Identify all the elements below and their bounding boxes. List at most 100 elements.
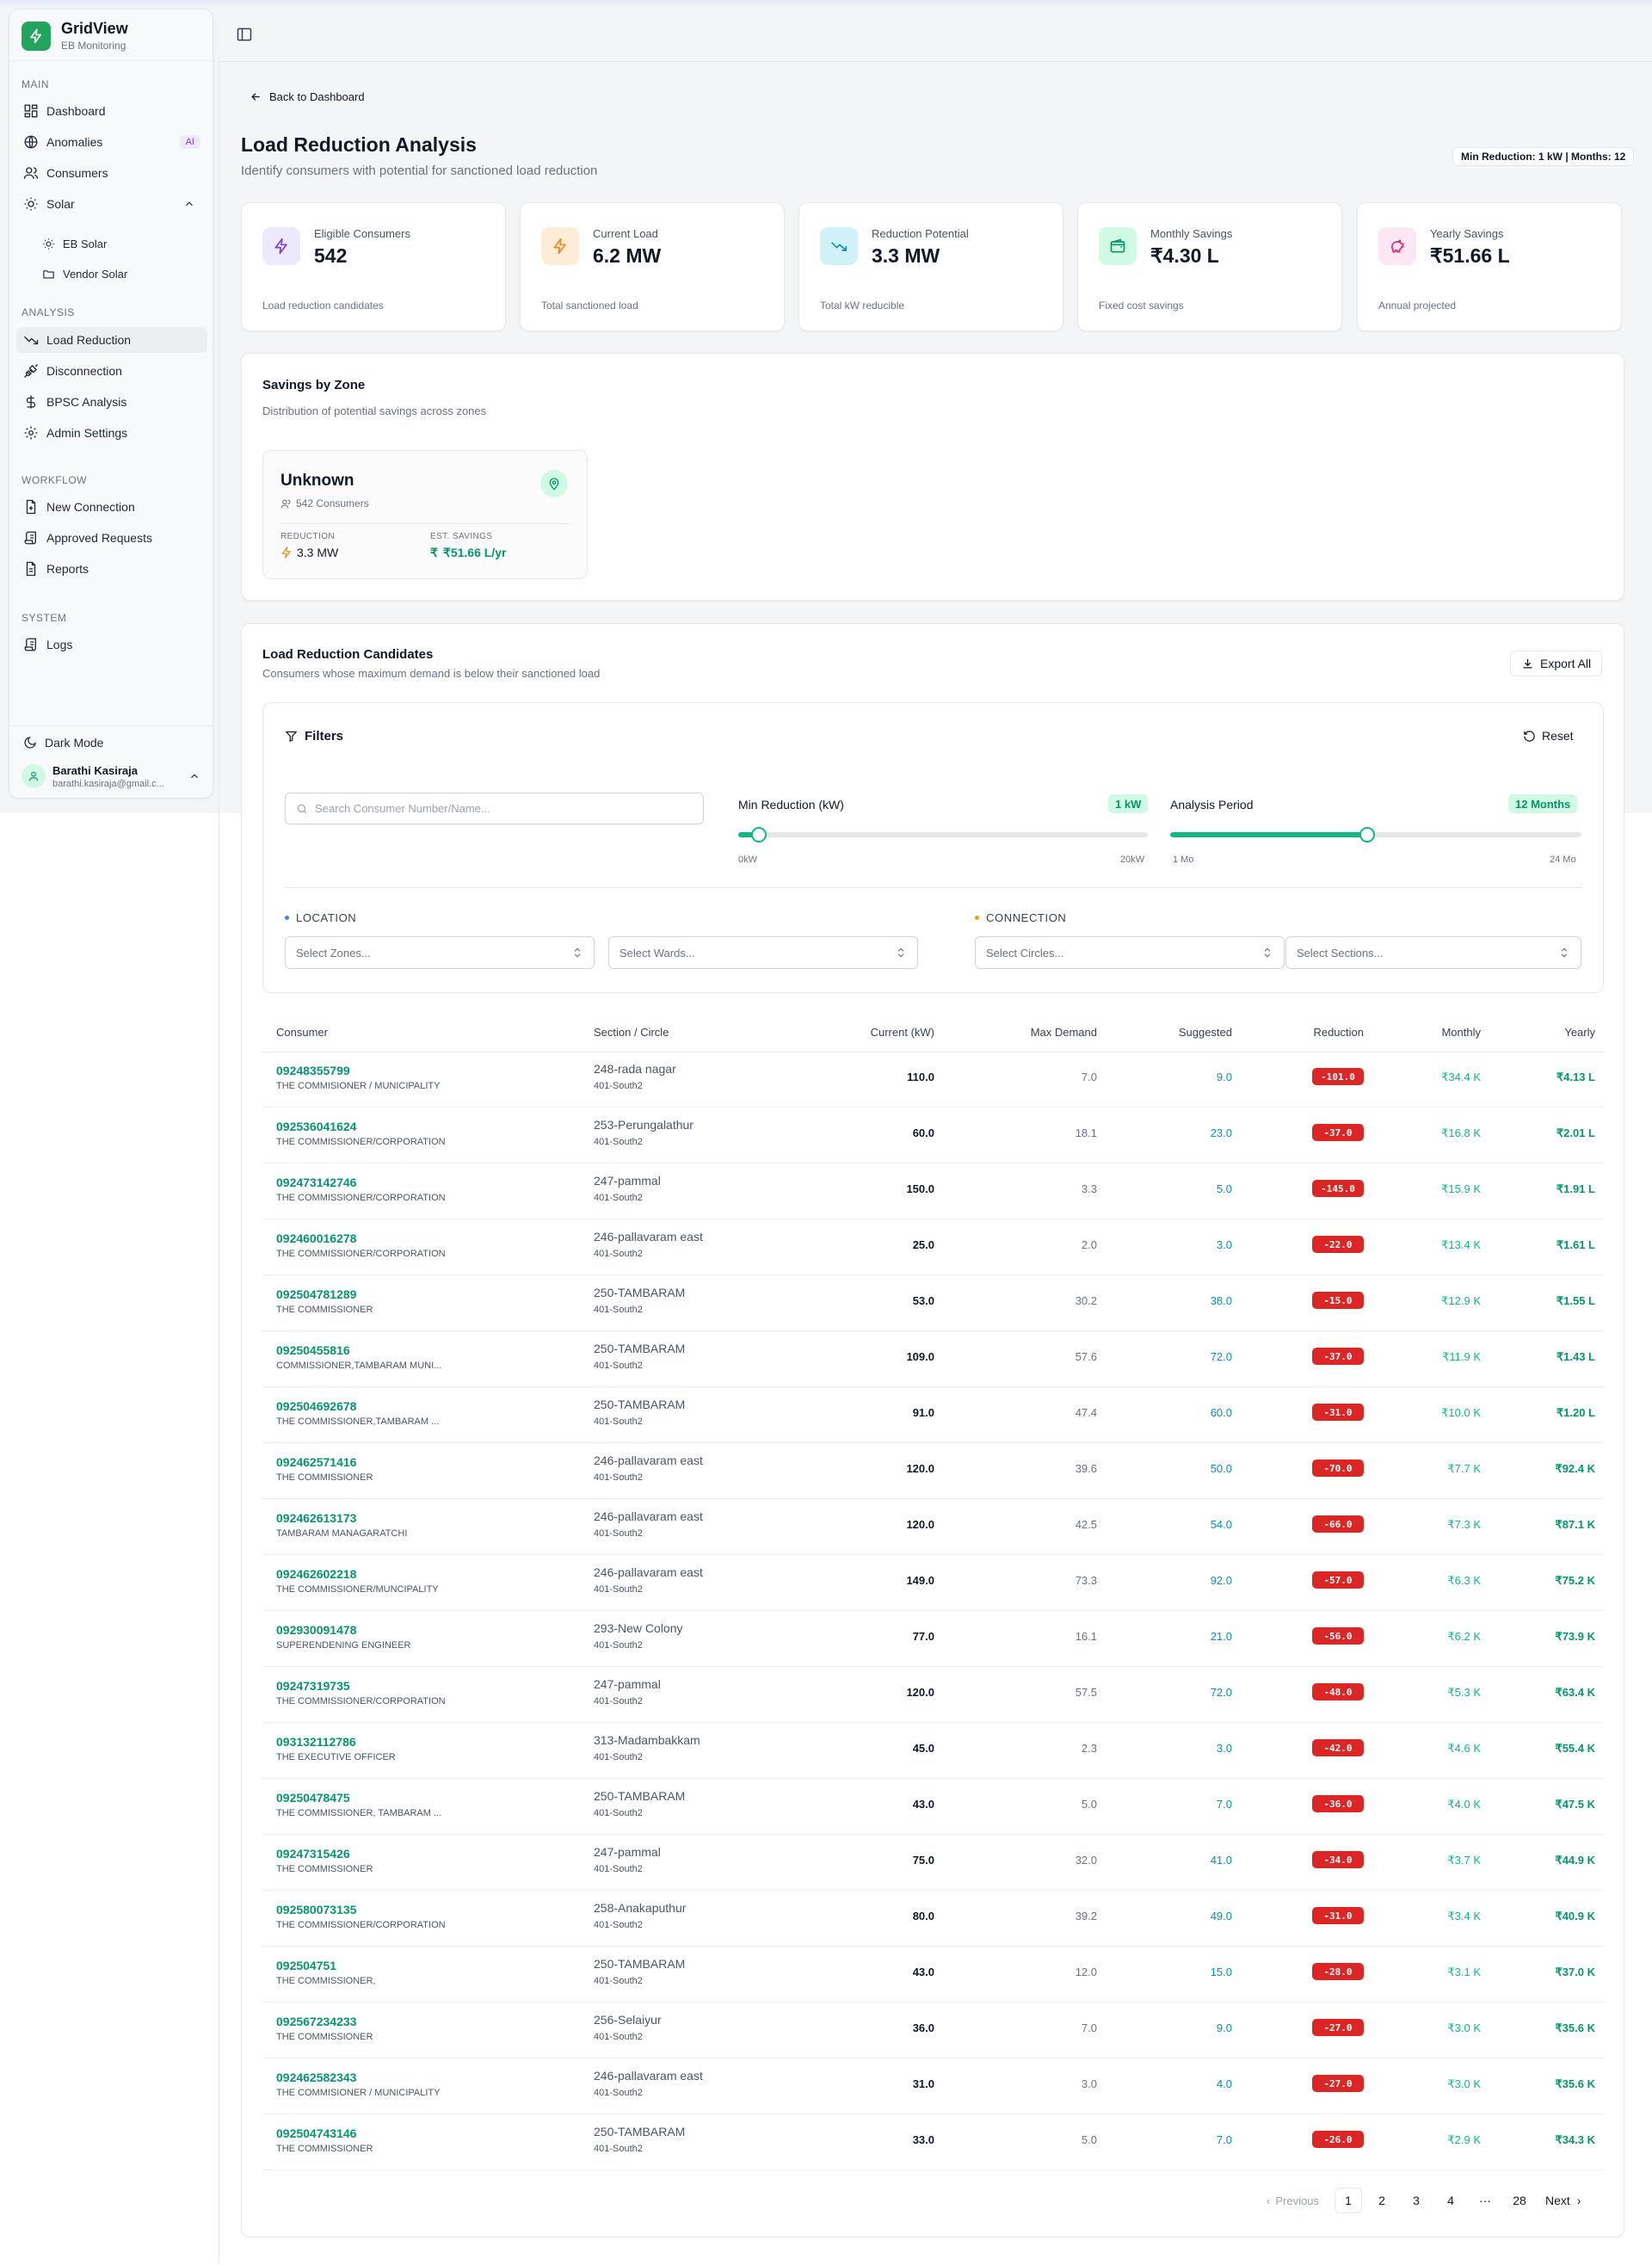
sidebar-item-vendor-solar[interactable]: Vendor Solar [35,261,207,287]
consumer-number-link[interactable]: 092462582343 [276,2071,357,2084]
column-header-max-demand[interactable]: Max Demand [1030,1026,1097,1039]
column-header-section[interactable]: Section / Circle [594,1026,669,1039]
column-header-yearly[interactable]: Yearly [1564,1026,1595,1039]
table-row[interactable]: 092536041624 THE COMMISSIONER/CORPORATION… [262,1108,1604,1163]
zone-card[interactable]: Unknown 542 Consumers REDUCTION 3.3 MW E… [262,450,588,579]
sidebar-item-approved-requests[interactable]: Approved Requests [16,525,207,551]
consumer-number-link[interactable]: 09247315426 [276,1847,350,1861]
page-button-last[interactable]: 28 [1513,2194,1526,2207]
table-row[interactable]: 092462613173 TAMBARAM MANAGARATCHI 246-pal… [262,1499,1604,1555]
consumer-number-link[interactable]: 092473142746 [276,1176,357,1189]
table-row[interactable]: 092504743146 THE COMMISSIONER 250-TAMBARAM… [262,2114,1604,2170]
table-row[interactable]: 092473142746 THE COMMISSIONER/CORPORATION… [262,1163,1604,1219]
table-row[interactable]: 092580073135 THE COMMISSIONER/CORPORATION… [262,1891,1604,1947]
sidebar-toggle-icon[interactable] [236,26,253,43]
consumer-number-link[interactable]: 092462613173 [276,1511,357,1525]
consumer-number-link[interactable]: 092462571416 [276,1455,357,1469]
consumer-number-link[interactable]: 092462602218 [276,1567,357,1581]
table-row[interactable]: 093132112786 THE EXECUTIVE OFFICER 313-Mad… [262,1723,1604,1779]
consumer-number-link[interactable]: 092504781289 [276,1287,357,1301]
column-header-current[interactable]: Current (kW) [870,1026,934,1039]
table-row[interactable]: 09250455816 COMMISSIONER,TAMBARAM MUNI...… [262,1331,1604,1387]
table-row[interactable]: 09250469267​8 THE COMMISSIONER,TAMBARAM .… [262,1387,1604,1443]
column-header-suggested[interactable]: Suggested [1178,1026,1232,1039]
sidebar-item-solar[interactable]: Solar [16,191,207,217]
table-row[interactable]: 092462582343 THE COMMISIONER / MUNICIPALI… [262,2058,1604,2114]
sidebar-item-reports[interactable]: Reports [16,556,207,582]
consumer-number-link[interactable]: 092580073135 [276,1903,357,1916]
page-button-3[interactable]: 3 [1413,2194,1420,2207]
consumer-number-link[interactable]: 092567234233 [276,2015,357,2028]
user-name: Barathi Kasiraja [52,763,138,777]
slider-fill [738,832,759,837]
slider-handle[interactable] [750,827,767,842]
dark-mode-toggle[interactable]: Dark Mode [16,730,207,756]
analysis-period-slider[interactable] [1170,827,1581,842]
consumer-number-link[interactable]: 092460016278 [276,1231,357,1245]
table-row[interactable]: 09247319735 THE COMMISSIONER/CORPORATION 2… [262,1667,1604,1723]
column-header-reduction[interactable]: Reduction [1313,1026,1364,1039]
reduction-badge: -36.0 [1312,1795,1364,1812]
monthly-savings: ₹3.4 K [1447,1910,1481,1922]
sidebar-item-dashboard[interactable]: Dashboard [16,98,207,124]
table-row[interactable]: 092462602218 THE COMMISSIONER/MUNCIPALITY… [262,1555,1604,1611]
consumer-number-link[interactable]: 09250455816 [276,1343,350,1357]
export-all-button[interactable]: Export All [1510,651,1603,676]
circles-select[interactable]: Select Circles... [975,936,1285,969]
brand[interactable]: GridView EB Monitoring [9,9,213,61]
column-header-monthly[interactable]: Monthly [1441,1026,1481,1039]
table-row[interactable]: 092460016278 THE COMMISSIONER/CORPORATION… [262,1219,1604,1275]
consumer-number-link[interactable]: 093132112786 [276,1735,356,1749]
sidebar-item-new-connection[interactable]: New Connection [16,494,207,520]
user-menu[interactable]: Barathi Kasiraja barathi.kasiraja@gmail.… [18,759,206,793]
consumer-number-link[interactable]: 092930091478 [276,1623,357,1637]
sidebar-item-label: Solar [46,197,75,211]
table-row[interactable]: 09250478475 THE COMMISSIONER, TAMBARAM ..… [262,1779,1604,1835]
table-row[interactable]: 092462571416 THE COMMISSIONER 246-pallavar… [262,1443,1604,1499]
sidebar-item-bpsc[interactable]: BPSC Analysis [16,389,207,415]
table-row[interactable]: 09248355799 THE COMMISIONER / MUNICIPALIT… [262,1052,1604,1108]
consumer-number-link[interactable]: 092536041624 [276,1120,357,1133]
zones-select[interactable]: Select Zones... [285,936,595,969]
reset-button[interactable]: Reset [1513,723,1584,749]
consumer-number-link[interactable]: 09248355799 [276,1064,350,1077]
sidebar-item-label: Dashboard [46,104,106,118]
previous-page-button[interactable]: ‹ Previous [1267,2188,1319,2213]
table-row[interactable]: 092930091478 SUPERENDENING ENGINEER 293-Ne… [262,1611,1604,1667]
sidebar-item-admin-settings[interactable]: Admin Settings [16,420,207,446]
consumer-number-link[interactable]: 092504743146 [276,2126,357,2140]
slider-handle[interactable] [1359,827,1375,842]
yearly-savings: ₹35.6 K [1555,2021,1595,2034]
consumer-number-link[interactable]: 09250469267​8 [276,1399,357,1413]
sidebar-item-consumers[interactable]: Consumers [16,160,207,186]
wards-select[interactable]: Select Wards... [608,936,918,969]
sidebar-item-logs[interactable]: Logs [16,632,207,657]
connection-group-label: CONNECTION [975,911,1066,924]
sections-select[interactable]: Select Sections... [1285,936,1581,969]
sidebar-item-anomalies[interactable]: Anomalies AI [16,129,207,155]
sidebar-item-load-reduction[interactable]: Load Reduction [16,327,207,353]
table-row[interactable]: 092504751 THE COMMISSIONER, 250-TAMBARAM 40… [262,1947,1604,2003]
chevron-up-icon[interactable] [183,198,195,210]
sidebar-item-label: Disconnection [46,364,122,378]
table-row[interactable]: 09247315426 THE COMMISSIONER 247-pammal 401… [262,1835,1604,1891]
consumer-number-link[interactable]: 09247319735 [276,1679,350,1693]
zone-consumers: 542 Consumers [280,497,369,509]
min-reduction-slider[interactable] [738,827,1148,842]
table-row[interactable]: 092504781289 THE COMMISSIONER 250-TAMBARAM… [262,1275,1604,1331]
max-demand: 30.2 [1075,1294,1097,1307]
column-header-consumer[interactable]: Consumer [276,1026,328,1039]
page-button-4[interactable]: 4 [1447,2194,1454,2207]
sidebar-item-eb-solar[interactable]: EB Solar [35,231,207,256]
dashboard-icon [24,104,38,118]
table-row[interactable]: 092567234233 THE COMMISSIONER 256-Selaiyur… [262,2003,1604,2058]
back-to-dashboard-link[interactable]: Back to Dashboard [250,86,365,107]
page-button-2[interactable]: 2 [1378,2194,1385,2207]
search-input[interactable]: Search Consumer Number/Name... [285,793,704,824]
page-button-1[interactable]: 1 [1335,2188,1362,2213]
consumer-number-link[interactable]: 092504751 [276,1959,337,1972]
next-page-button[interactable]: Next › [1545,2188,1581,2213]
consumer-number-link[interactable]: 09250478475 [276,1791,350,1805]
sidebar-item-disconnection[interactable]: Disconnection [16,358,207,384]
section-label-main: MAIN [22,78,49,90]
